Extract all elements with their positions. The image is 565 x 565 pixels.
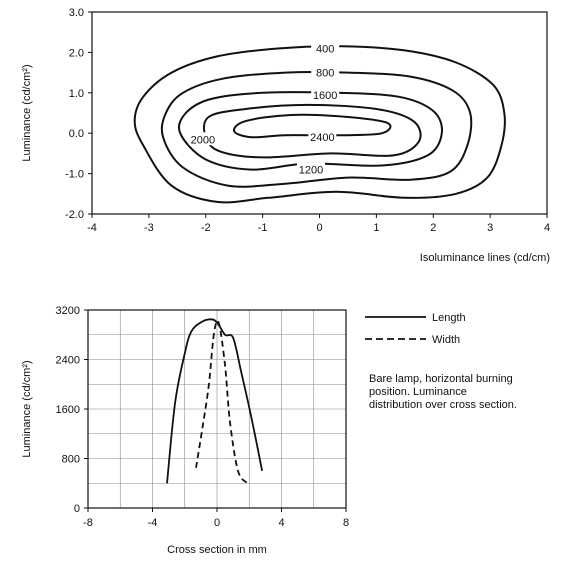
contour-label-bg [311, 65, 340, 79]
x-tick-label: -4 [87, 222, 97, 234]
y-tick-label: 1600 [56, 404, 80, 416]
y-tick-label: -2.0 [65, 209, 84, 221]
x-tick-label: 8 [343, 517, 349, 529]
y-tick-label: 800 [62, 454, 80, 466]
contour-label-bg [296, 162, 325, 176]
y-axis-title: Luminance (cd/cm²) [21, 360, 33, 457]
contour-label-bg [311, 41, 340, 55]
x-tick-label: 1 [373, 222, 379, 234]
x-tick-label: 4 [544, 222, 550, 234]
isoluminance-line [233, 113, 392, 139]
isoluminance-line [133, 45, 506, 204]
isoluminance-line [160, 70, 473, 188]
x-tick-label: -1 [258, 222, 268, 234]
series-line-width [195, 319, 249, 484]
y-tick-label: 0.0 [69, 128, 84, 140]
x-tick-label: 2 [430, 222, 436, 234]
y-tick-label: 3200 [56, 305, 80, 317]
x-tick-label: -3 [144, 222, 154, 234]
x-axis-title: Cross section in mm [167, 544, 267, 556]
contour-label-bg [308, 130, 337, 144]
contour-label: 2000 [191, 134, 215, 146]
x-tick-label: -2 [201, 222, 211, 234]
y-tick-label: 0 [74, 503, 80, 515]
isoluminance-line [203, 103, 422, 159]
x-tick-label: -8 [83, 517, 93, 529]
x-tick-label: 0 [214, 517, 220, 529]
x-tick-label: 3 [487, 222, 493, 234]
y-tick-label: 3.0 [69, 7, 84, 19]
contour-label-bg [311, 87, 340, 101]
chart-annotation: Bare lamp, horizontal burning position. … [369, 373, 517, 411]
cross-section-chart: -8 -4 0 4 8 3200 2400 1600 800 0 Cross section in … [21, 305, 466, 556]
contour-label: 1600 [313, 90, 337, 102]
x-tick-label: -4 [148, 517, 158, 529]
contour-label: 400 [316, 43, 334, 55]
legend-label: Length [432, 312, 466, 324]
x-tick-label: 0 [316, 222, 322, 234]
series-line-length [166, 318, 263, 484]
contour-label: 800 [316, 68, 334, 80]
legend-label: Width [432, 334, 460, 346]
contour-label-bg [188, 132, 217, 146]
isoluminance-line [177, 91, 443, 171]
peak-label: 2400 [310, 132, 334, 144]
y-axis-title: Luminance (cd/cm²) [21, 64, 33, 161]
y-tick-label: 2400 [56, 355, 80, 367]
contour-chart: -4 -3 -2 -1 0 1 2 3 4 3.0 2.0 1.0 0.0 -1.0 -2.0 Isolumi… [21, 7, 550, 264]
y-tick-label: -1.0 [65, 169, 84, 181]
y-tick-label: 2.0 [69, 47, 84, 59]
x-axis-title: Isoluminance lines (cd/cm) [420, 252, 550, 264]
y-tick-label: 1.0 [69, 88, 84, 100]
x-tick-label: 4 [278, 517, 284, 529]
contour-label: 1200 [299, 165, 323, 177]
